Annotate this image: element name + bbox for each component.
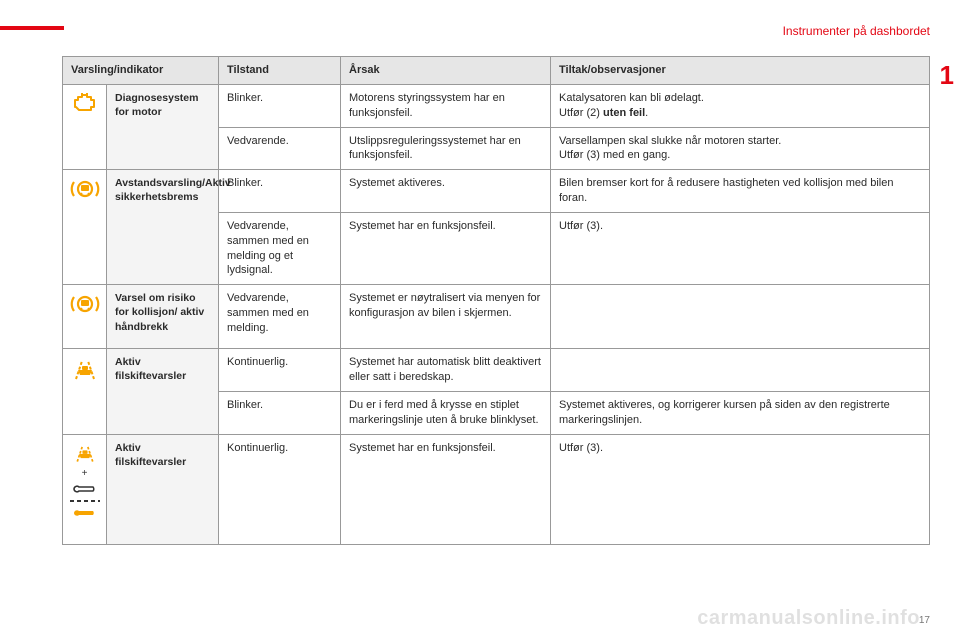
cell-state: Vedvarende, sammen med en melding og et …: [219, 212, 341, 284]
table-row: Aktiv filskiftevarsler Kontinuerlig. Sys…: [63, 349, 930, 392]
warning-table: Varsling/indikator Tilstand Årsak Tiltak…: [62, 56, 930, 545]
cell-state: Kontinuerlig.: [219, 349, 341, 392]
cell-cause: Systemet har en funksjonsfeil.: [341, 212, 551, 284]
cell-state: Vedvarende.: [219, 127, 341, 170]
brake-warning-icon: [70, 176, 100, 202]
wrench-icon: [72, 483, 98, 495]
cell-state: Blinker.: [219, 170, 341, 213]
lane-departure-icon: [70, 355, 100, 383]
cell-state: Blinker.: [219, 391, 341, 434]
cell-cause: Motorens styringssystem har en funksjons…: [341, 84, 551, 127]
cell-action: [551, 349, 930, 392]
collision-icon-cell: [63, 285, 107, 349]
wrench-solid-icon: [72, 507, 98, 519]
accent-bar: [0, 26, 64, 30]
cell-state: Kontinuerlig.: [219, 434, 341, 544]
lane-departure-icon: [71, 441, 99, 465]
table-header-row: Varsling/indikator Tilstand Årsak Tiltak…: [63, 57, 930, 85]
cell-action: Varsellampen skal slukke når motoren sta…: [551, 127, 930, 170]
table-row: Avstandsvarsling/Aktiv sikkerhetsbrems B…: [63, 170, 930, 213]
lane1-name: Aktiv filskiftevarsler: [107, 349, 219, 434]
cell-action: Utfør (3).: [551, 434, 930, 544]
cell-cause: Systemet har en funksjonsfeil.: [341, 434, 551, 544]
table-row: Diagnosesystem for motor Blinker. Motore…: [63, 84, 930, 127]
plus-icon: +: [82, 469, 88, 479]
table-row: Varsel om risiko for kollisjon/ aktiv hå…: [63, 285, 930, 349]
cell-cause: Systemet er nøytralisert via menyen for …: [341, 285, 551, 349]
cell-cause: Du er i ferd med å krysse en stiplet mar…: [341, 391, 551, 434]
cell-state: Vedvarende, sammen med en melding.: [219, 285, 341, 349]
cell-action: [551, 285, 930, 349]
chapter-number: 1: [940, 60, 954, 91]
lane-service-icon-cell: +: [63, 434, 107, 544]
cell-cause: Systemet har automatisk blitt deaktivert…: [341, 349, 551, 392]
lane-icon-cell: [63, 349, 107, 434]
page-header: Instrumenter på dashbordet: [783, 24, 930, 38]
cell-cause: Systemet aktiveres.: [341, 170, 551, 213]
col-warning: Varsling/indikator: [63, 57, 219, 85]
cell-state: Blinker.: [219, 84, 341, 127]
cell-cause: Utslippsreguleringssystemet har en funks…: [341, 127, 551, 170]
page-number: 17: [919, 615, 930, 626]
col-cause: Årsak: [341, 57, 551, 85]
collision-warning-icon: [70, 291, 100, 317]
line-dashed-icon: [70, 499, 100, 503]
cell-action: Katalysatoren kan bli ødelagt. Utfør (2)…: [551, 84, 930, 127]
table-row: + Aktiv filskiftevarsler Kontinuerlig. S…: [63, 434, 930, 544]
cell-action: Bilen bremser kort for å redusere hastig…: [551, 170, 930, 213]
cell-action: Systemet aktiveres, og korrigerer kursen…: [551, 391, 930, 434]
lane2-name: Aktiv filskiftevarsler: [107, 434, 219, 544]
engine-icon-cell: [63, 84, 107, 169]
watermark: carmanualsonline.info: [697, 607, 920, 630]
brake-icon-cell: [63, 170, 107, 285]
col-action: Tiltak/observasjoner: [551, 57, 930, 85]
engine-name: Diagnosesystem for motor: [107, 84, 219, 169]
collision-name: Varsel om risiko for kollisjon/ aktiv hå…: [107, 285, 219, 349]
brake-name: Avstandsvarsling/Aktiv sikkerhetsbrems: [107, 170, 219, 285]
engine-icon: [70, 91, 100, 115]
cell-action: Utfør (3).: [551, 212, 930, 284]
col-state: Tilstand: [219, 57, 341, 85]
